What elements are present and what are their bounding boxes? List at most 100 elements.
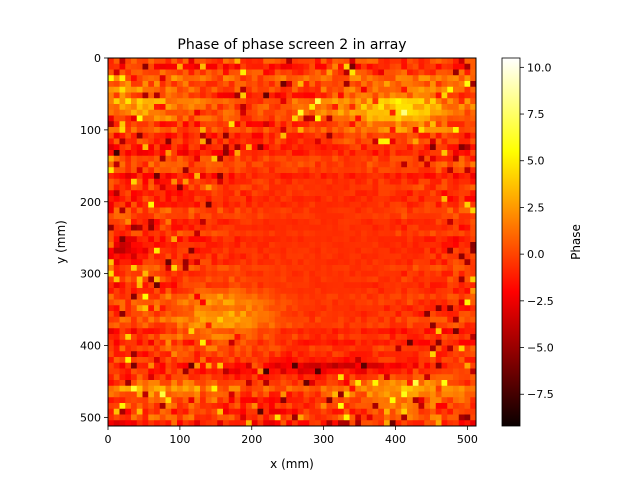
heatmap-cell — [458, 138, 465, 145]
heatmap-cell — [338, 408, 345, 415]
heatmap-cell — [320, 351, 327, 358]
heatmap-cell — [182, 184, 189, 191]
heatmap-cell — [131, 328, 138, 335]
heatmap-cell — [458, 115, 465, 122]
heatmap-cell — [389, 63, 396, 70]
heatmap-cell — [217, 345, 224, 352]
heatmap-cell — [447, 86, 454, 93]
heatmap-cell — [251, 305, 258, 312]
heatmap-cell — [430, 408, 437, 415]
heatmap-cell — [108, 374, 115, 381]
heatmap-cell — [395, 75, 402, 82]
heatmap-cell — [355, 155, 362, 162]
heatmap-cell — [470, 282, 476, 289]
heatmap-cell — [142, 155, 149, 162]
heatmap-cell — [165, 81, 172, 88]
heatmap-cell — [280, 345, 287, 352]
heatmap-cell — [131, 150, 138, 157]
heatmap-cell — [205, 69, 212, 76]
heatmap-cell — [142, 121, 149, 128]
heatmap-cell — [297, 385, 304, 392]
heatmap-cell — [240, 184, 247, 191]
heatmap-cell — [211, 391, 218, 398]
heatmap-cell — [326, 391, 333, 398]
heatmap-cell — [223, 219, 230, 226]
heatmap-cell — [332, 276, 339, 283]
heatmap-cell — [366, 339, 373, 346]
heatmap-cell — [194, 414, 201, 421]
heatmap-cell — [349, 316, 356, 323]
heatmap-cell — [395, 368, 402, 375]
heatmap-cell — [343, 196, 350, 203]
heatmap-cell — [389, 196, 396, 203]
heatmap-cell — [320, 109, 327, 116]
heatmap-cell — [228, 380, 235, 387]
heatmap-cell — [113, 115, 120, 122]
heatmap-cell — [269, 196, 276, 203]
heatmap-cell — [274, 161, 281, 168]
heatmap-cell — [372, 299, 379, 306]
heatmap-cell — [292, 380, 299, 387]
heatmap-cell — [315, 288, 322, 295]
heatmap-cell — [338, 299, 345, 306]
heatmap-cell — [148, 98, 155, 105]
heatmap-cell — [211, 144, 218, 151]
heatmap-cell — [159, 316, 166, 323]
heatmap-cell — [240, 109, 247, 116]
heatmap-cell — [453, 391, 460, 398]
heatmap-cell — [349, 362, 356, 369]
heatmap-cell — [315, 161, 322, 168]
heatmap-cell — [292, 190, 299, 197]
heatmap-cell — [200, 81, 207, 88]
heatmap-cell — [464, 213, 471, 220]
heatmap-cell — [113, 414, 120, 421]
heatmap-cell — [131, 58, 138, 65]
heatmap-cell — [177, 230, 184, 237]
heatmap-cell — [223, 339, 230, 346]
heatmap-cell — [309, 357, 316, 364]
heatmap-cell — [280, 420, 287, 426]
heatmap-cell — [269, 207, 276, 214]
heatmap-cell — [332, 178, 339, 185]
x-tick-label: 100 — [169, 433, 190, 446]
heatmap-cell — [113, 345, 120, 352]
heatmap-cell — [343, 305, 350, 312]
heatmap-cell — [389, 207, 396, 214]
heatmap-cell — [234, 299, 241, 306]
heatmap-cell — [424, 305, 431, 312]
heatmap-cell — [378, 127, 385, 134]
heatmap-cell — [430, 236, 437, 243]
heatmap-cell — [297, 236, 304, 243]
heatmap-cell — [171, 380, 178, 387]
heatmap-cell — [286, 98, 293, 105]
heatmap-cell — [338, 334, 345, 341]
heatmap-cell — [182, 334, 189, 341]
heatmap-cell — [211, 98, 218, 105]
heatmap-cell — [113, 86, 120, 93]
heatmap-cell — [177, 150, 184, 157]
heatmap-cell — [338, 328, 345, 335]
heatmap-cell — [136, 299, 143, 306]
heatmap-cell — [223, 316, 230, 323]
heatmap-cell — [355, 230, 362, 237]
heatmap-cell — [349, 357, 356, 364]
heatmap-cell — [384, 132, 391, 139]
heatmap-cell — [228, 75, 235, 82]
heatmap-cell — [228, 155, 235, 162]
heatmap-cell — [338, 351, 345, 358]
heatmap-cell — [407, 155, 414, 162]
heatmap-cell — [119, 368, 126, 375]
heatmap-cell — [343, 351, 350, 358]
heatmap-cell — [430, 380, 437, 387]
heatmap-cell — [188, 121, 195, 128]
heatmap-cell — [142, 104, 149, 111]
heatmap-cell — [297, 276, 304, 283]
heatmap-cell — [361, 173, 368, 180]
heatmap-cell — [251, 63, 258, 70]
heatmap-cell — [228, 69, 235, 76]
heatmap-cell — [165, 121, 172, 128]
heatmap-cell — [309, 339, 316, 346]
heatmap-cell — [401, 178, 408, 185]
heatmap-cell — [343, 293, 350, 300]
heatmap-cell — [297, 230, 304, 237]
